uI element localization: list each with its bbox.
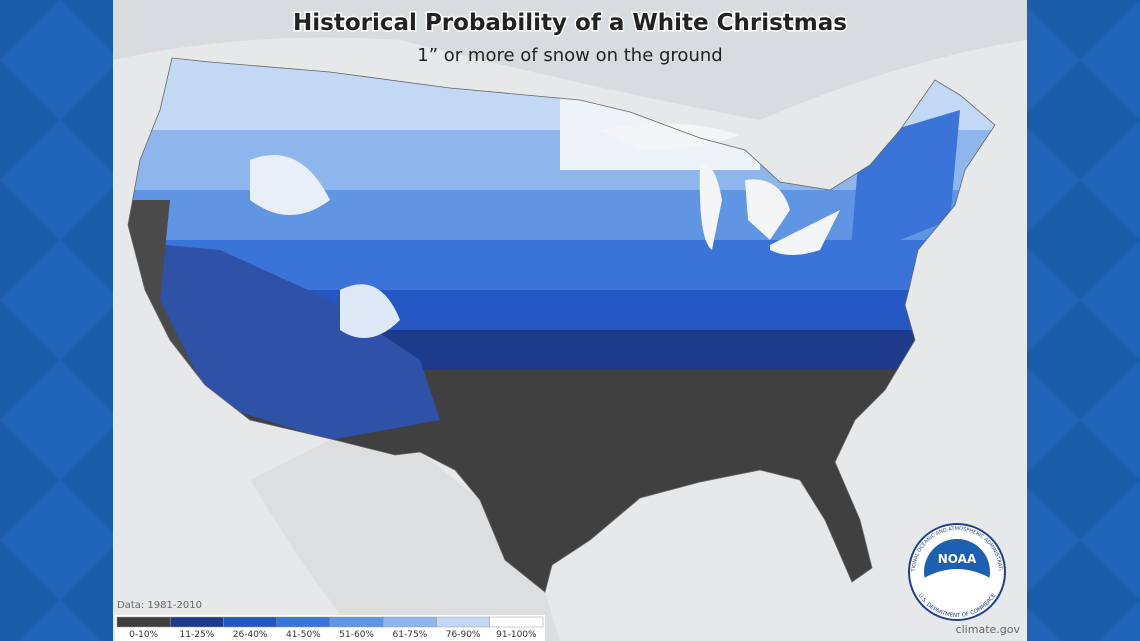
legend: 0-10% 11-25% 26-40% 41-50% 51-60% 61-75% 76-90… [115, 615, 545, 641]
legend-label: 0-10% [129, 630, 158, 640]
legend-swatch [170, 616, 224, 628]
data-source: Data: 1981-2010 [117, 600, 202, 611]
legend-label: 26-40% [233, 630, 268, 640]
legend-label: 11-25% [180, 630, 215, 640]
great-lakes [600, 123, 840, 255]
canada [113, 0, 1027, 120]
map-title: Historical Probability of a White Christ… [293, 10, 847, 36]
legend-swatch [276, 616, 331, 628]
legend-swatch [436, 616, 490, 628]
mexico [250, 440, 560, 641]
legend-swatch [116, 616, 171, 628]
legend-label: 76-90% [446, 630, 481, 640]
legend-swatch [489, 616, 544, 628]
legend-swatch [223, 616, 277, 628]
map-subtitle: 1” or more of snow on the ground [417, 45, 722, 66]
legend-label: 51-60% [339, 630, 374, 640]
legend-label: 41-50% [286, 630, 321, 640]
legend-swatch [383, 616, 437, 628]
legend-label: 61-75% [393, 630, 428, 640]
legend-swatch [329, 616, 384, 628]
legend-label: 91-100% [496, 630, 537, 640]
credit: climate.gov [956, 623, 1021, 636]
logo-name: NOAA [938, 552, 977, 566]
